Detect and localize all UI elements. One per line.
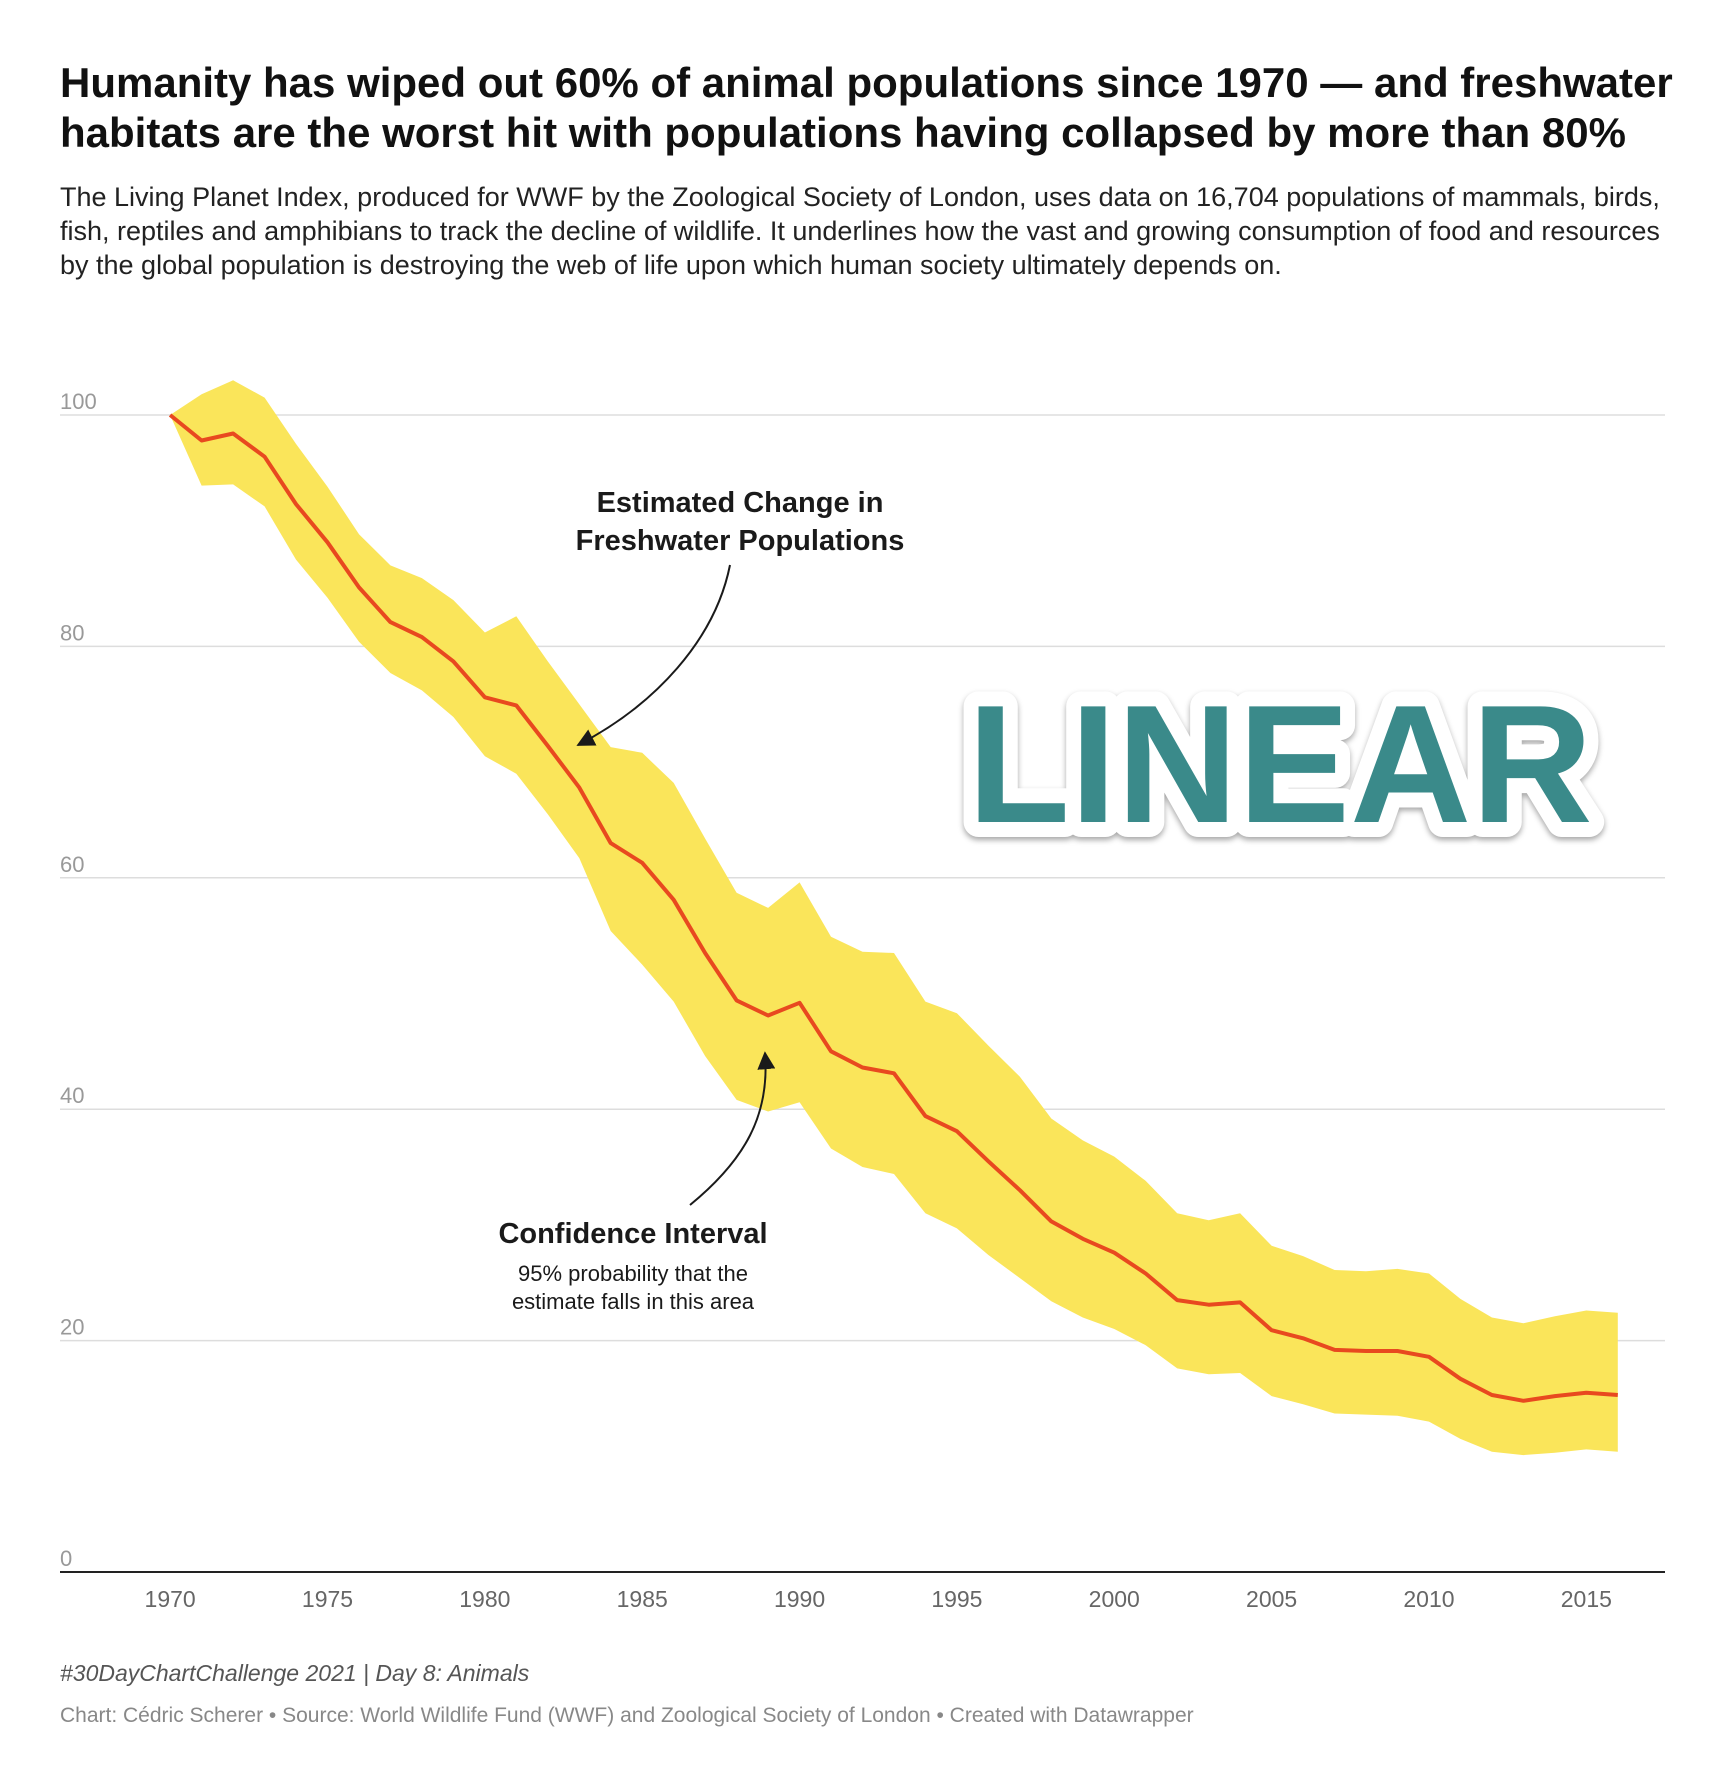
x-tick-label-1995: 1995 — [931, 1586, 982, 1612]
linear-stamp-text: LINEAR — [967, 670, 1592, 858]
y-tick-label-20: 20 — [60, 1315, 84, 1340]
x-axis-tick-labels: 1970 1975 1980 1985 1990 1995 2000 2005 2010 2015 — [145, 1586, 1612, 1612]
annotation-ci-arrow — [689, 1051, 776, 1206]
linear-stamp: LINEAR LINEAR — [952, 655, 1607, 873]
footer-credits: Chart: Cédric Scherer • Source: World Wi… — [60, 1704, 1194, 1727]
chart-subtitle: The Living Planet Index, produced for WW… — [60, 182, 1660, 280]
footer-challenge: #30DayChartChallenge 2021 | Day 8: Anima… — [60, 1660, 530, 1686]
annotation-estimate-label-line2: Freshwater Populations — [576, 525, 905, 557]
x-tick-label-2015: 2015 — [1561, 1586, 1612, 1612]
x-tick-label-2000: 2000 — [1089, 1586, 1140, 1612]
annotation-estimate-label-line1: Estimated Change in — [597, 487, 884, 519]
confidence-interval-band — [170, 380, 1618, 1456]
x-tick-label-1985: 1985 — [617, 1586, 668, 1612]
chart-title: Humanity has wiped out 60% of animal pop… — [60, 59, 1673, 156]
y-tick-label-40: 40 — [60, 1083, 84, 1108]
annotation-ci-desc-line1: 95% probability that the — [518, 1261, 748, 1286]
estimate-line — [168, 413, 1618, 1403]
line-chart: 0 20 40 60 80 100 1970 1975 1980 1985 1990 1995 200… — [60, 380, 1665, 1612]
y-tick-label-60: 60 — [60, 852, 84, 877]
x-tick-label-2010: 2010 — [1403, 1586, 1454, 1612]
y-axis-tick-labels: 0 20 40 60 80 100 — [60, 389, 97, 1571]
x-tick-label-1990: 1990 — [774, 1586, 825, 1612]
y-tick-label-100: 100 — [60, 389, 97, 414]
linear-stamp-outline: LINEAR — [967, 670, 1592, 858]
annotation-estimate-arrow — [576, 564, 731, 746]
annotation-ci-title: Confidence Interval — [498, 1218, 767, 1250]
x-tick-label-1970: 1970 — [145, 1586, 196, 1612]
x-tick-label-2005: 2005 — [1246, 1586, 1297, 1612]
y-tick-label-80: 80 — [60, 620, 84, 645]
y-tick-label-0: 0 — [60, 1546, 72, 1571]
x-tick-label-1975: 1975 — [302, 1586, 353, 1612]
annotation-ci-desc-line2: estimate falls in this area — [512, 1289, 755, 1314]
x-tick-label-1980: 1980 — [459, 1586, 510, 1612]
